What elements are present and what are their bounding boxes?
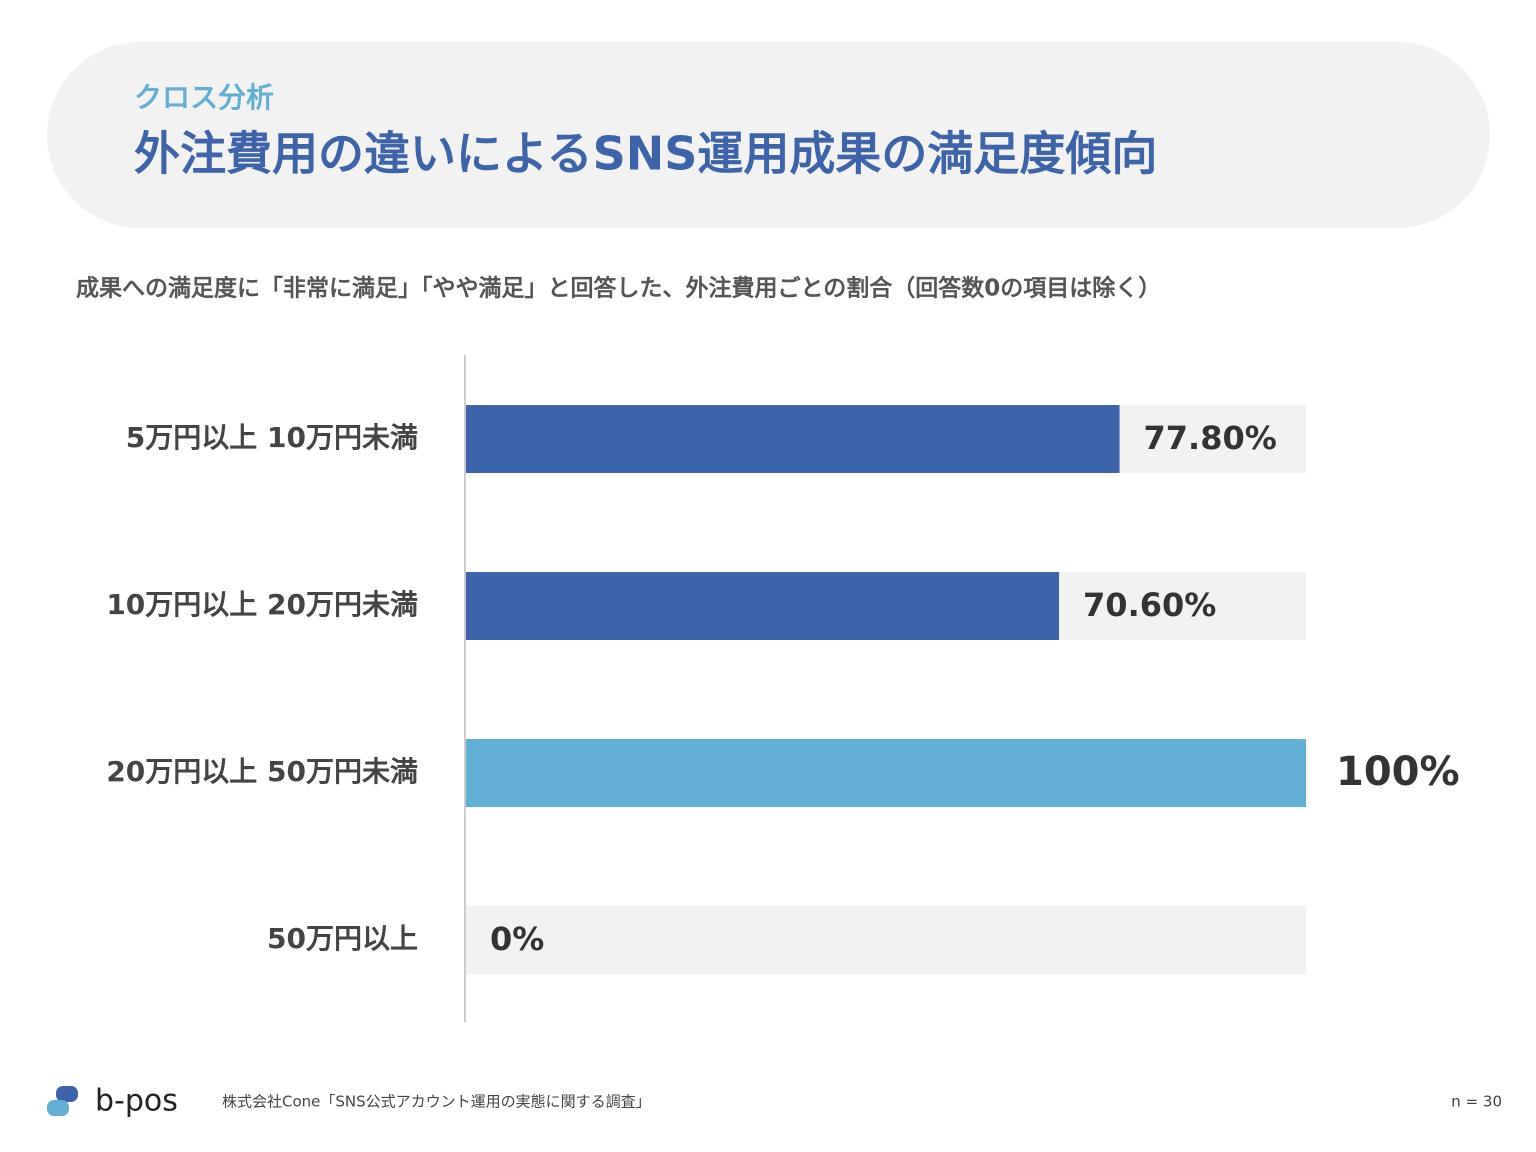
logo-icon [47,1086,78,1116]
chart-subtitle: 成果への満足度に「非常に満足」「やや満足」と回答した、外注費用ごとの割合（回答数… [76,275,1161,302]
value-label: 70.60% [1083,586,1216,624]
bar [466,572,1060,640]
kicker: クロス分析 [134,81,274,114]
value-label: 100% [1336,749,1460,795]
value-label: 0% [490,920,544,958]
header-panel [47,42,1490,228]
value-label: 77.80% [1144,419,1277,457]
y-tick-label: 5万円以上 10万円未満 [126,421,418,454]
logo-shape [56,1086,78,1102]
bar [466,405,1120,473]
bar-track [466,906,1306,974]
source: 株式会社Cone「SNS公式アカウント運用の実態に関する調査」 [222,1093,651,1111]
logo-shape [47,1100,69,1116]
logo-text: b-pos [95,1084,178,1119]
y-tick-label: 10万円以上 20万円未満 [106,588,418,621]
y-tick-label: 20万円以上 50万円未満 [106,755,418,788]
sample-size: n = 30 [1451,1093,1502,1111]
bar [466,739,1306,807]
title: 外注費用の違いによるSNS運用成果の満足度傾向 [134,127,1157,181]
y-tick-label: 50万円以上 [267,922,418,955]
